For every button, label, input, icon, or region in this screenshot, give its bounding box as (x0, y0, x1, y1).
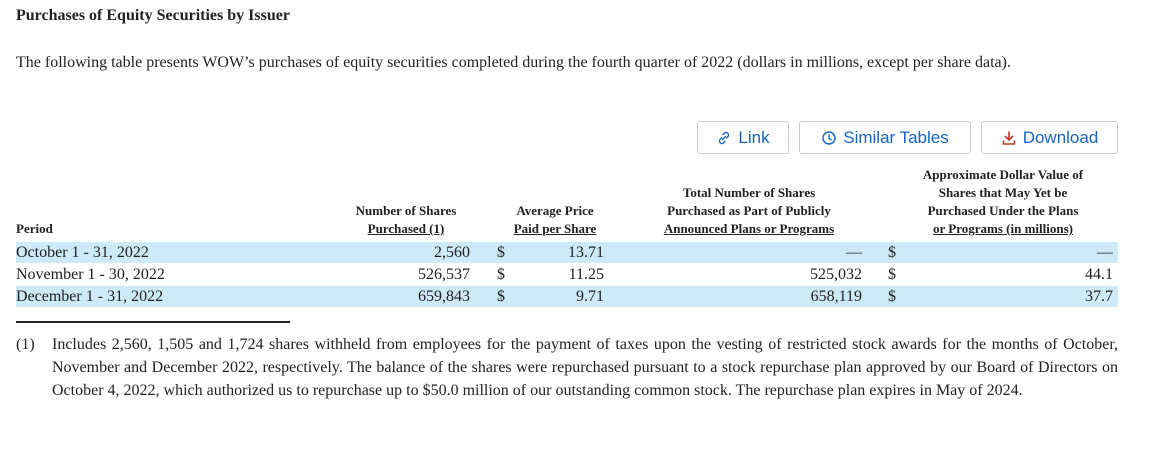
header-line: Approximate Dollar Value of (922, 167, 1084, 182)
table-cell: November 1 - 30, 2022 (16, 266, 165, 283)
footnote-text: Includes 2,560, 1,505 and 1,724 shares w… (52, 336, 1118, 399)
table-cell: 658,119 (810, 288, 862, 305)
table-cell: $ (497, 244, 505, 261)
row-band (16, 242, 1118, 263)
column-header: Average Price Paid per Share (495, 202, 615, 238)
button-label: Similar Tables (843, 127, 949, 147)
link-icon (719, 131, 730, 144)
header-line: Shares that May Yet be (938, 185, 1068, 200)
download-icon (1002, 130, 1015, 145)
table-cell: October 1 - 31, 2022 (16, 244, 149, 261)
header-line: or Programs (in millions) (933, 221, 1073, 236)
header-line: Period (16, 221, 53, 236)
link-button[interactable]: Link (697, 121, 789, 154)
header-line: Purchased as Part of Publicly (667, 203, 831, 218)
table-cell: $ (888, 288, 896, 305)
table-cell: 2,560 (434, 244, 470, 261)
similar-tables-button[interactable]: Similar Tables (799, 121, 971, 154)
table-cell: $ (888, 244, 896, 261)
header-line: Average Price (516, 203, 594, 218)
table-cell: 44.1 (1085, 266, 1113, 283)
table-cell: December 1 - 31, 2022 (16, 288, 164, 305)
table-cell: 37.7 (1085, 288, 1113, 305)
table-cell: 11.25 (568, 266, 604, 283)
column-header: Approximate Dollar Value of Shares that M… (888, 166, 1118, 238)
table-cell: $ (497, 266, 505, 283)
row-band (16, 286, 1118, 307)
table-cell: 526,537 (418, 266, 470, 283)
header-line: Purchased Under the Plans (927, 203, 1079, 218)
download-button[interactable]: Download (981, 121, 1118, 154)
header-line: Paid per Share (513, 221, 597, 236)
section-title: Purchases of Equity Securities by Issuer (16, 7, 290, 24)
header-line: Total Number of Shares (682, 185, 816, 200)
table-cell: 659,843 (418, 288, 470, 305)
footnote-rule (16, 321, 290, 323)
header-line: Number of Shares (355, 203, 457, 218)
column-header: Total Number of Shares Purchased as Part … (634, 184, 864, 238)
button-label: Download (1022, 127, 1099, 147)
table-cell: — (1097, 244, 1113, 261)
table-cell: — (846, 244, 862, 261)
header-line: Purchased (1) (367, 221, 445, 236)
column-header: Period (16, 220, 216, 238)
intro-text: The following table presents WOW’s purch… (16, 54, 1011, 71)
table-cell: $ (888, 266, 896, 283)
table-cell: 9.71 (576, 288, 604, 305)
table-cell: 525,032 (810, 266, 862, 283)
button-label: Link (738, 127, 770, 147)
table-cell: 13.71 (568, 244, 604, 261)
header-line: Announced Plans or Programs (663, 221, 835, 236)
history-icon (822, 130, 836, 145)
footnote-marker: (1) (16, 336, 35, 353)
table-cell: $ (497, 288, 505, 305)
column-header: Number of Shares Purchased (1) (331, 202, 481, 238)
